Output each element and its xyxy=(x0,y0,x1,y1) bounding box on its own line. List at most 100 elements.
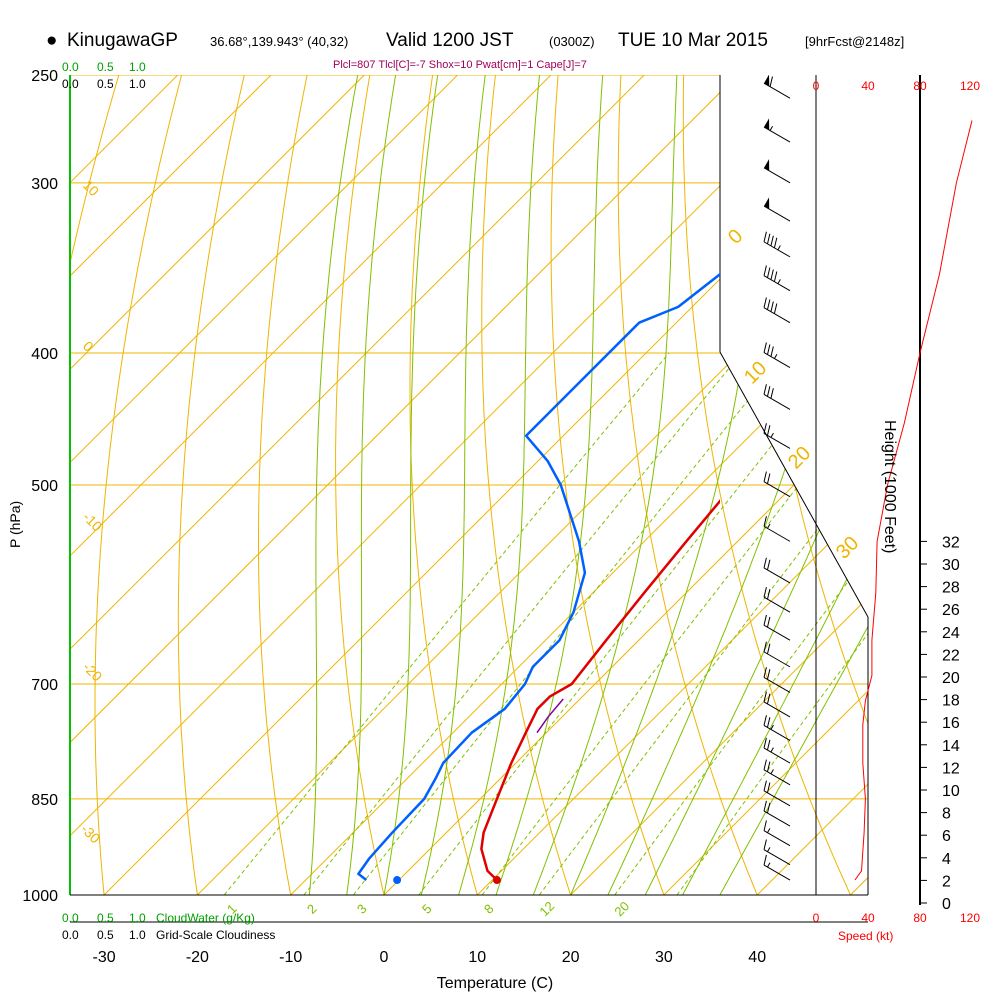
wind-barb-feather xyxy=(763,384,767,395)
dry-adiabat-line xyxy=(550,75,665,895)
wind-barb-feather xyxy=(766,802,771,814)
cloudwater-tick-label-top: 1.0 xyxy=(129,60,146,74)
mixing-ratio-label: 20 xyxy=(611,898,632,919)
temperature-tick-label: -30 xyxy=(93,949,116,966)
wind-barb-half-feather xyxy=(777,279,781,284)
wind-barb-feather xyxy=(763,265,767,276)
surface-temp-point xyxy=(492,876,501,885)
wind-barb-flag xyxy=(764,159,770,171)
temperature-line xyxy=(480,499,720,881)
header-bullet: ● xyxy=(46,30,58,51)
pressure-tick-label: 850 xyxy=(31,792,58,809)
wind-barb-feather xyxy=(766,473,771,484)
wind-barb-flag xyxy=(764,118,770,131)
pressure-tick-label: 250 xyxy=(31,68,58,85)
wind-barb-feather xyxy=(773,237,778,248)
wind-barb-feather xyxy=(766,643,771,654)
wind-barb-feather xyxy=(766,344,771,355)
wind-barb-staff xyxy=(763,769,791,786)
height-tick-label: 26 xyxy=(942,602,960,619)
dry-adiabat-line xyxy=(94,75,183,895)
wind-barb-staff xyxy=(763,525,791,542)
temperature-axis-title: Temperature (C) xyxy=(437,975,553,992)
dry-adiabat-line xyxy=(682,75,851,895)
wind-barb-staff xyxy=(763,432,791,449)
wind-barb-feather xyxy=(770,388,774,399)
mixing-ratio-line xyxy=(481,352,868,895)
speed-tick-label-bottom: 80 xyxy=(913,911,927,925)
wind-barb-feather xyxy=(763,516,767,527)
surface-dewpoint-point xyxy=(393,876,402,885)
isotherm-line xyxy=(850,75,868,895)
moist-adiabat-line xyxy=(719,75,868,895)
cloudiness-tick-label-top: 1.0 xyxy=(129,77,146,91)
wind-barb-feather xyxy=(763,297,767,308)
temperature-tick-label: 20 xyxy=(562,949,580,966)
height-tick-label: 22 xyxy=(942,647,960,664)
wind-barb-feather xyxy=(763,800,767,812)
height-tick-label: 18 xyxy=(942,693,960,710)
height-tick-label: 6 xyxy=(942,828,951,845)
moist-adiabat-line xyxy=(644,75,868,895)
cloudwater-tick-label-bottom: 0.5 xyxy=(97,911,114,925)
wind-barb-feather xyxy=(766,717,771,728)
wind-barb-feather xyxy=(766,386,771,397)
wind-barb-half-feather xyxy=(769,125,774,131)
wind-barb-half-feather xyxy=(770,747,774,753)
mixing-ratio-label: 8 xyxy=(481,901,497,917)
valid-time: Valid 1200 JST xyxy=(386,30,514,51)
thermo-grid xyxy=(70,75,868,895)
wind-barb-feather xyxy=(766,782,771,793)
height-tick-label: 24 xyxy=(942,625,960,642)
wind-barb-feather xyxy=(770,301,774,312)
isotherm-tick-label: -20 xyxy=(80,659,106,685)
dry-adiabat-line xyxy=(409,75,478,895)
isotherm-tick-label: 30 xyxy=(832,532,863,563)
wind-barb-feather xyxy=(763,423,767,434)
cloudiness-tick-label-top: 0.5 xyxy=(97,77,114,91)
wind-barb-staff xyxy=(763,864,791,881)
wind-barb-feather xyxy=(763,780,767,791)
isotherm-line xyxy=(663,75,868,895)
wind-barb-staff xyxy=(763,676,791,693)
wind-barb-feather xyxy=(769,76,773,87)
height-tick-label: 8 xyxy=(942,806,951,823)
isotherm-line xyxy=(70,75,272,895)
temperature-tick-label: 40 xyxy=(748,949,766,966)
wind-barb-half-feather xyxy=(770,432,774,438)
station-name: KinugawaGP xyxy=(67,30,178,51)
parcel-trace-line xyxy=(536,698,564,734)
cloudwater-tick-label-bottom: 0.0 xyxy=(62,911,79,925)
wind-barb-feather xyxy=(763,586,767,598)
isotherm-line xyxy=(290,75,868,895)
cloudwater-axis-title: CloudWater (g/Kg) xyxy=(156,911,255,925)
pressure-tick-label: 500 xyxy=(31,478,58,495)
mixing-ratio-line xyxy=(223,352,670,895)
mixing-ratio-line xyxy=(614,352,868,895)
wind-barb-feather xyxy=(773,271,778,282)
wind-barb-staff xyxy=(763,481,791,498)
speed-tick-label-top: 0 xyxy=(813,79,820,93)
pressure-tick-label: 300 xyxy=(31,176,58,193)
isotherm-line xyxy=(70,75,738,895)
wind-barb-feather xyxy=(766,559,771,571)
wind-barb-staff xyxy=(763,724,791,741)
moist-adiabat-line xyxy=(420,75,486,895)
isotherm-line xyxy=(476,75,868,895)
isotherm-line xyxy=(197,75,868,895)
dry-adiabat-line xyxy=(258,75,308,895)
cloudiness-tick-label-bottom: 1.0 xyxy=(129,928,146,942)
mixing-ratio-line xyxy=(303,352,742,895)
isotherm-tick-label: 10 xyxy=(740,357,771,388)
wind-barb-half-feather xyxy=(770,724,774,730)
wind-barb-feather xyxy=(763,667,767,678)
wind-speed-line xyxy=(854,120,973,881)
cloudwater-tick-label-bottom: 1.0 xyxy=(129,911,146,925)
cloudwater-tick-label-top: 0.0 xyxy=(62,60,79,74)
wind-barb-staff xyxy=(763,747,791,764)
wind-barb-half-feather xyxy=(767,862,771,868)
plot-diagonal-edge xyxy=(719,351,869,618)
dry-adiabat-line xyxy=(481,75,572,895)
mixing-ratio-line xyxy=(676,352,868,895)
